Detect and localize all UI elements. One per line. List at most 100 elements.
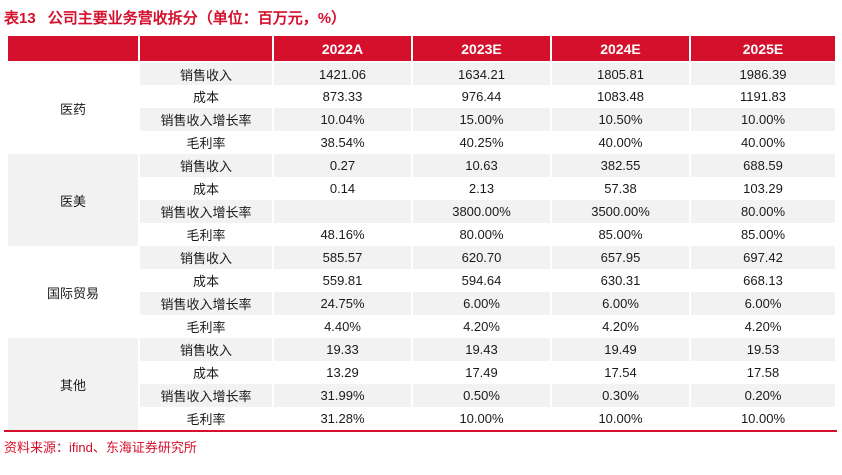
- value-cell: 1986.39: [689, 62, 835, 85]
- group-cell: 其他: [8, 338, 139, 430]
- source-note: 资料来源：ifind、东海证券研究所: [4, 440, 197, 455]
- year-header-2024e: 2024E: [550, 36, 690, 63]
- table-row: 医美 销售收入 0.27 10.63 382.55 688.59: [8, 154, 835, 246]
- value-cell: 57.38: [550, 177, 690, 200]
- metric-cell: 毛利率: [138, 131, 273, 154]
- value-cell: 873.33: [272, 85, 412, 108]
- table-row: 毛利率 31.28% 10.00% 10.00% 10.00%: [8, 407, 835, 430]
- value-cell: 85.00%: [550, 223, 690, 246]
- value-cell: 85.00%: [689, 223, 835, 246]
- table-body: 医药 销售收入 1421.06 1634.21 1805.81 1986.39 成本 873.…: [8, 62, 835, 430]
- table-row: 国际贸易 销售收入 585.57 620.70 657.95 697.42: [8, 246, 835, 338]
- table-row: 医药 销售收入 1421.06 1634.21 1805.81 1986.39: [8, 62, 835, 154]
- value-cell: 10.00%: [550, 407, 690, 430]
- value-cell: 38.54%: [272, 131, 412, 154]
- value-cell: 976.44: [411, 85, 551, 108]
- group-cell: 医药: [8, 62, 139, 154]
- metric-cell: 销售收入增长率: [138, 384, 273, 407]
- value-cell: 0.20%: [689, 384, 835, 407]
- metric-cell: 销售收入: [138, 338, 273, 361]
- value-cell: 3800.00%: [411, 200, 551, 223]
- metric-cell: 毛利率: [138, 315, 273, 338]
- table-row: 成本 559.81 594.64 630.31 668.13: [8, 269, 835, 292]
- value-cell: 2.13: [411, 177, 551, 200]
- value-cell: 6.00%: [550, 292, 690, 315]
- table-title-text: 公司主要业务营收拆分（单位：百万元，%）: [47, 10, 347, 27]
- year-header-2025e: 2025E: [689, 36, 835, 63]
- header-metric-column: [138, 36, 273, 63]
- value-cell: 24.75%: [272, 292, 412, 315]
- value-cell: 559.81: [272, 269, 412, 292]
- value-cell: 40.25%: [411, 131, 551, 154]
- metric-cell: 成本: [138, 269, 273, 292]
- metric-cell: 销售收入增长率: [138, 292, 273, 315]
- value-cell: 80.00%: [689, 200, 835, 223]
- value-cell: 19.43: [411, 338, 551, 361]
- value-cell: 585.57: [272, 246, 412, 269]
- value-cell: 80.00%: [411, 223, 551, 246]
- metric-cell: 销售收入: [138, 62, 273, 85]
- value-cell: 40.00%: [550, 131, 690, 154]
- table-bottom-rule: [4, 430, 837, 432]
- value-cell: 4.20%: [411, 315, 551, 338]
- value-cell: 19.53: [689, 338, 835, 361]
- value-cell: 10.00%: [689, 407, 835, 430]
- table-header-row: 2022A 2023E 2024E 2025E: [8, 36, 835, 63]
- value-cell: 1805.81: [550, 62, 690, 85]
- revenue-breakdown-table: 2022A 2023E 2024E 2025E 医药 销售收入 1421.06 163…: [8, 36, 835, 430]
- table-row: 成本 13.29 17.49 17.54 17.58: [8, 361, 835, 384]
- metric-cell: 毛利率: [138, 407, 273, 430]
- value-cell: 382.55: [550, 154, 690, 177]
- value-cell: 668.13: [689, 269, 835, 292]
- value-cell: 15.00%: [411, 108, 551, 131]
- page-title: 表13 公司主要业务营收拆分（单位：百万元，%）: [4, 9, 842, 29]
- table-row: 销售收入增长率 10.04% 15.00% 10.50% 10.00%: [8, 108, 835, 131]
- value-cell: 1421.06: [272, 62, 412, 85]
- table-row: 毛利率 38.54% 40.25% 40.00% 40.00%: [8, 131, 835, 154]
- year-header-2022a: 2022A: [272, 36, 412, 63]
- value-cell: 630.31: [550, 269, 690, 292]
- value-cell: 1083.48: [550, 85, 690, 108]
- value-cell: 3500.00%: [550, 200, 690, 223]
- value-cell: 103.29: [689, 177, 835, 200]
- value-cell: 19.49: [550, 338, 690, 361]
- table-row: 成本 0.14 2.13 57.38 103.29: [8, 177, 835, 200]
- value-cell: 594.64: [411, 269, 551, 292]
- value-cell: 6.00%: [411, 292, 551, 315]
- table-row: 销售收入增长率 3800.00% 3500.00% 80.00%: [8, 200, 835, 223]
- value-cell: 31.99%: [272, 384, 412, 407]
- table-row: 其他 销售收入 19.33 19.43 19.49 19.53: [8, 338, 835, 430]
- metric-cell: 成本: [138, 361, 273, 384]
- value-cell: 0.50%: [411, 384, 551, 407]
- value-cell: 4.20%: [689, 315, 835, 338]
- metric-cell: 销售收入: [138, 154, 273, 177]
- year-header-2023e: 2023E: [411, 36, 551, 63]
- metric-cell: 毛利率: [138, 223, 273, 246]
- value-cell: 10.63: [411, 154, 551, 177]
- value-cell: 13.29: [272, 361, 412, 384]
- value-cell: 0.27: [272, 154, 412, 177]
- value-cell: 17.58: [689, 361, 835, 384]
- value-cell: 1191.83: [689, 85, 835, 108]
- table-row: 毛利率 4.40% 4.20% 4.20% 4.20%: [8, 315, 835, 338]
- metric-cell: 销售收入增长率: [138, 108, 273, 131]
- value-cell: 620.70: [411, 246, 551, 269]
- value-cell: 48.16%: [272, 223, 412, 246]
- group-cell: 医美: [8, 154, 139, 246]
- value-cell: 4.40%: [272, 315, 412, 338]
- metric-cell: 销售收入增长率: [138, 200, 273, 223]
- value-cell: 4.20%: [550, 315, 690, 338]
- table-number: 表13: [4, 10, 36, 27]
- value-cell: 697.42: [689, 246, 835, 269]
- value-cell: 10.04%: [272, 108, 412, 131]
- table-row: 销售收入增长率 24.75% 6.00% 6.00% 6.00%: [8, 292, 835, 315]
- metric-cell: 销售收入: [138, 246, 273, 269]
- value-cell: 17.49: [411, 361, 551, 384]
- value-cell: 40.00%: [689, 131, 835, 154]
- value-cell: 688.59: [689, 154, 835, 177]
- value-cell: [272, 200, 412, 223]
- group-cell: 国际贸易: [8, 246, 139, 338]
- value-cell: 31.28%: [272, 407, 412, 430]
- table-row: 毛利率 48.16% 80.00% 85.00% 85.00%: [8, 223, 835, 246]
- table-row: 销售收入增长率 31.99% 0.50% 0.30% 0.20%: [8, 384, 835, 407]
